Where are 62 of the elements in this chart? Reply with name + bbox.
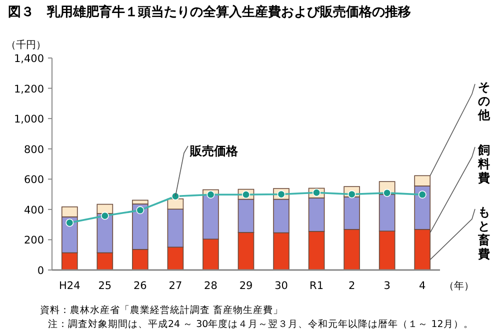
text: 注：調査対象期間は、平成24 ～ 30年度は４月～翌３月、令和元年以降は暦年（１～ 12月）。 [48, 318, 474, 330]
text: もと畜費 [477, 205, 490, 261]
bar [238, 198, 254, 233]
bar [414, 186, 431, 230]
bar [96, 252, 114, 270]
x-tick-label: 3 [384, 280, 390, 292]
point [418, 190, 426, 199]
x-tick-label: 30 [274, 280, 288, 292]
bar [414, 175, 431, 186]
y-tick-label: 600 [24, 174, 44, 186]
y-tick-label: 1,000 [14, 114, 44, 126]
bar [202, 238, 219, 270]
bar [414, 229, 431, 270]
text: 飼料費 [477, 143, 490, 185]
bar [132, 200, 148, 204]
y-tick-label: 1,400 [14, 53, 44, 65]
x-tick-label: 27 [168, 280, 182, 292]
x-tick-label: 26 [133, 280, 148, 292]
bar [308, 230, 325, 270]
point [66, 218, 74, 227]
y-tick-label: 800 [24, 144, 44, 156]
y-tick-label: 1,200 [14, 83, 44, 96]
bar [61, 252, 78, 270]
y-tick-label: 200 [24, 234, 44, 247]
text: 資料：農林水産省「農業経営統計調査 畜産物生産費」 [40, 304, 284, 316]
bar [378, 230, 396, 270]
bar [308, 198, 325, 232]
bar [61, 216, 78, 254]
y-tick-label: 400 [24, 204, 44, 216]
bar [61, 206, 78, 218]
x-tick-label: 2 [348, 280, 356, 292]
bar [167, 198, 184, 210]
point [206, 190, 215, 199]
y-axis-title: （千円） [6, 39, 46, 51]
bar [344, 196, 360, 230]
bar [273, 232, 290, 270]
x-tick-label: H24 [59, 280, 81, 292]
text: 販売価格 [189, 144, 239, 158]
point [100, 212, 109, 220]
x-axis-title: （年） [444, 280, 474, 292]
bar [132, 249, 148, 270]
point [136, 206, 144, 214]
point [171, 192, 180, 200]
chart-title: 図３ 乳用雄肥育牛１頭当たりの全算入生産費および販売価格の推移 [8, 4, 411, 20]
x-tick-label: 25 [98, 280, 112, 292]
x-tick-label: R1 [310, 280, 324, 292]
bar [96, 213, 114, 254]
bar [202, 194, 219, 240]
bar [344, 229, 360, 270]
point [383, 188, 392, 197]
x-tick-label: 29 [239, 280, 253, 292]
bar [167, 208, 184, 248]
bar [378, 194, 396, 232]
bar [273, 198, 290, 234]
bar [238, 232, 254, 270]
x-tick-label: 4 [419, 280, 426, 292]
text: その他 [477, 80, 491, 122]
bar [96, 204, 114, 214]
bar [132, 204, 148, 250]
x-tick-label: 28 [204, 280, 218, 292]
bar [167, 246, 184, 270]
y-tick-label: 0 [37, 265, 44, 277]
